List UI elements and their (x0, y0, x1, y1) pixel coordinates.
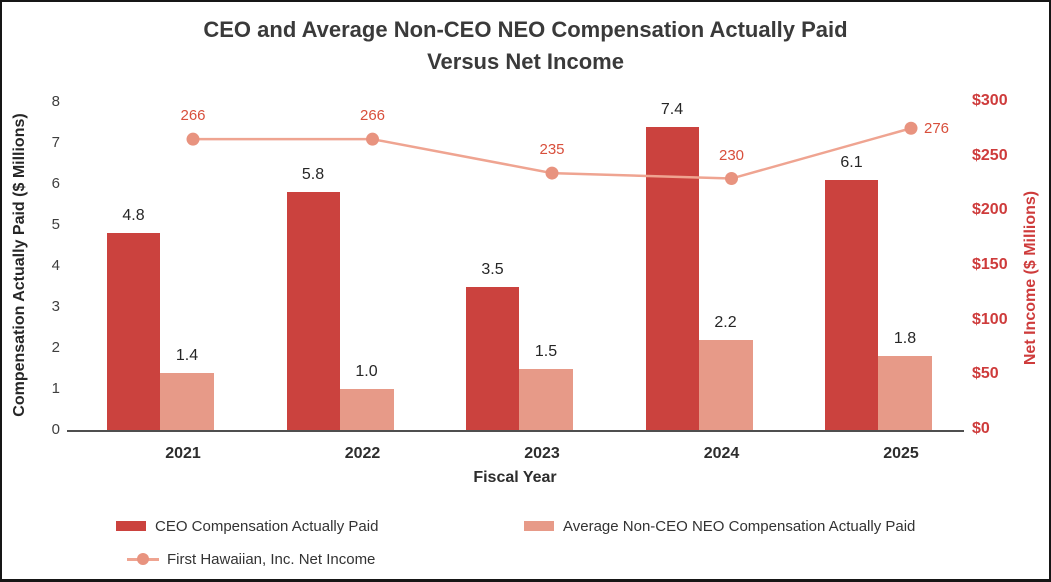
chart-title-line2: Versus Net Income (427, 49, 624, 74)
legend-item-ceo: CEO Compensation Actually Paid (116, 516, 378, 536)
legend-item-net-income: First Hawaiian, Inc. Net Income (127, 549, 375, 569)
left-axis-tick-label: 0 (51, 421, 60, 438)
neo-bar (519, 368, 573, 430)
net-income-data-label: 266 (180, 107, 206, 125)
legend-swatch-ceo (116, 521, 146, 531)
x-axis-category-label: 2025 (883, 445, 919, 462)
legend-label-net-income: First Hawaiian, Inc. Net Income (167, 550, 376, 568)
neo-bar-label: 1.5 (534, 342, 558, 360)
ceo-bar (645, 126, 699, 430)
left-axis-tick-label: 8 (51, 93, 60, 110)
right-axis-tick-label: $300 (972, 92, 1008, 109)
neo-bar-label: 1.0 (355, 363, 378, 380)
right-axis-tick-label: $50 (972, 365, 999, 383)
net-income-marker (725, 172, 738, 186)
ceo-bar-label: 7.4 (660, 100, 684, 118)
net-income-data-label: 230 (718, 146, 745, 164)
x-axis-title: Fiscal Year (473, 469, 557, 486)
left-axis-tick-label: 1 (51, 380, 60, 397)
x-axis-category-label: 2021 (165, 445, 201, 462)
net-income-marker (366, 132, 379, 146)
neo-bar-label: 1.8 (893, 330, 917, 348)
legend-line-marker-icon (127, 552, 159, 566)
right-axis-tick-label: $0 (972, 420, 990, 437)
ceo-bar (286, 192, 340, 430)
ceo-bar (825, 179, 878, 430)
net-income-data-label: 266 (359, 107, 386, 125)
net-income-data-label: 235 (539, 141, 565, 159)
left-axis-tick-label: 7 (51, 134, 60, 151)
neo-bar-label: 1.4 (175, 346, 199, 364)
legend-swatch-neo (524, 521, 554, 531)
ceo-bar-label: 6.1 (840, 153, 863, 171)
legend-item-neo: Average Non-CEO NEO Compensation Actuall… (524, 516, 915, 536)
left-axis-tick-label: 6 (51, 175, 60, 192)
legend-label-neo: Average Non-CEO NEO Compensation Actuall… (563, 517, 916, 535)
ceo-bar-label: 5.8 (301, 166, 325, 184)
x-axis-category-label: 2023 (524, 445, 560, 462)
x-axis-category-label: 2022 (344, 445, 381, 462)
net-income-marker (186, 132, 200, 146)
x-axis-category-label: 2024 (703, 445, 740, 462)
left-axis-tick-label: 2 (51, 339, 60, 356)
right-axis-tick-label: $250 (972, 146, 1008, 164)
neo-bar (339, 389, 394, 430)
neo-bar-label: 2.2 (714, 313, 737, 331)
ceo-bar (466, 286, 519, 430)
left-axis-tick-label: 4 (51, 257, 60, 274)
chart-title: CEO and Average Non-CEO NEO Compensation… (2, 14, 1049, 78)
neo-bar (698, 339, 753, 430)
right-axis-tick-label: $100 (972, 310, 1008, 328)
right-axis-tick-label: $150 (972, 256, 1008, 273)
ceo-bar (107, 233, 160, 430)
ceo-bar-label: 3.5 (481, 260, 504, 278)
x-axis-line (67, 430, 964, 432)
legend-label-ceo: CEO Compensation Actually Paid (155, 517, 379, 535)
net-income-data-label: 276 (924, 120, 950, 138)
neo-bar (160, 372, 214, 430)
right-axis-tick-label: $200 (972, 201, 1008, 219)
net-income-marker (904, 121, 918, 135)
net-income-marker (545, 166, 559, 180)
chart-title-line1: CEO and Average Non-CEO NEO Compensation… (203, 17, 848, 42)
neo-bar (878, 356, 932, 430)
ceo-bar-label: 4.8 (122, 207, 145, 225)
left-axis-tick-label: 3 (51, 298, 60, 315)
left-axis-tick-label: 5 (51, 216, 60, 233)
